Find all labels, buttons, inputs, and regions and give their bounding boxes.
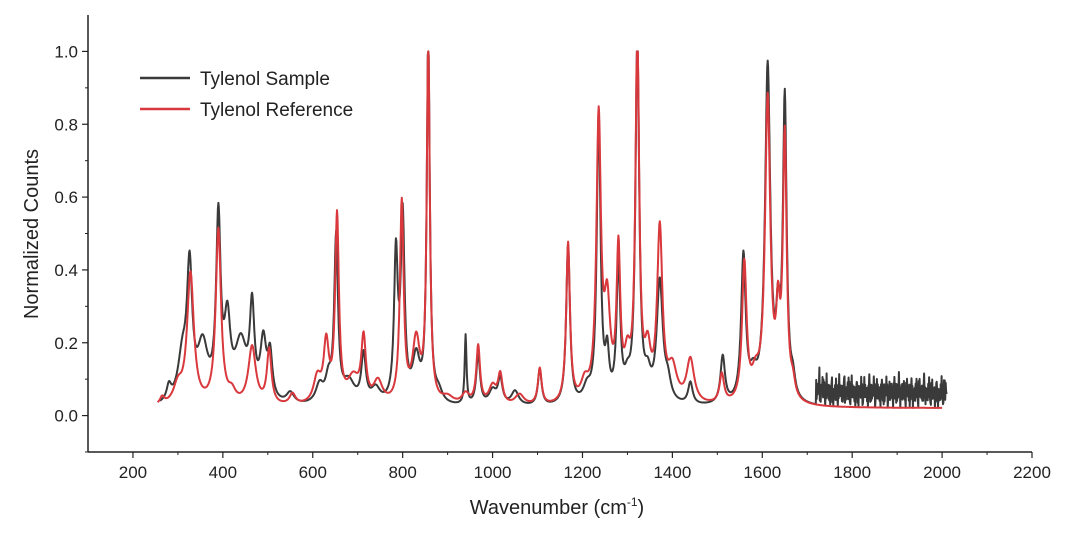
x-tick-label: 1800 [833,463,871,482]
tick-labels: 200 400 600 800 1000 1200 1400 1600 1800 2000 2200… [54,42,1051,482]
x-tick-label: 600 [299,463,327,482]
x-tick-label: 1000 [474,463,512,482]
x-axis-label-main: Wavenumber (cm [470,497,627,519]
y-tick-label: 0.8 [54,115,78,134]
x-axis-label-close: ) [638,497,645,519]
y-tick-label: 0.0 [54,407,78,426]
x-tick-label: 2000 [923,463,961,482]
legend-label: Tylenol Sample [200,69,330,90]
x-tick-label: 800 [388,463,416,482]
y-tick-label: 0.2 [54,334,78,353]
x-tick-label: 2200 [1013,463,1051,482]
y-tick-label: 1.0 [54,42,78,61]
y-tick-label: 0.4 [54,261,78,280]
x-tick-label: 400 [209,463,237,482]
axes [82,15,1033,458]
x-tick-label: 200 [119,463,147,482]
series-lines [156,50,948,409]
y-tick-label: 0.6 [54,188,78,207]
x-axis-label: Wavenumber (cm-1) [470,495,644,519]
x-tick-label: 1600 [743,463,781,482]
x-tick-label: 1200 [564,463,602,482]
x-tick-label: 1400 [653,463,691,482]
series-line-reference [156,50,943,409]
legend-label: Tylenol Reference [200,100,353,121]
legend: Tylenol Sample Tylenol Reference [140,69,353,121]
x-axis-label-sup: -1 [627,495,638,509]
y-axis-label: Normalized Counts [21,149,43,319]
